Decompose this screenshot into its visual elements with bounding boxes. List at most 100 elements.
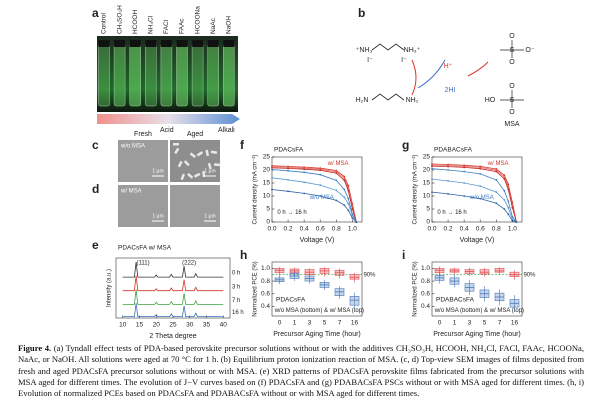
y-tick-label: 1.0 (421, 265, 430, 272)
annotation: w/o MSA (309, 195, 334, 201)
tyndall-photo (97, 36, 238, 112)
scale-label: 1 μm (152, 213, 163, 219)
point (347, 202, 350, 205)
point (343, 177, 346, 180)
series-label: 0 h (232, 271, 240, 277)
sem-row-label: w/o MSA (120, 144, 145, 150)
point (447, 180, 449, 182)
point (503, 176, 506, 178)
box (494, 268, 505, 273)
panel-label: f (240, 138, 245, 152)
point (479, 185, 482, 188)
point (287, 178, 289, 181)
y-axis-label: Intensity (a.u.) (107, 269, 113, 307)
x-tick-label: 0.6 (476, 226, 485, 233)
y-tick-label: 25 (423, 154, 431, 161)
point (319, 195, 322, 197)
vial-cap (160, 40, 172, 47)
y-tick-label: 0.6 (261, 290, 270, 297)
point (495, 178, 498, 181)
x-tick-label: 1 (293, 320, 297, 327)
scheme-text: ⁺NH₃ (356, 47, 373, 54)
sem-crystal (173, 143, 179, 146)
panel-label: e (92, 238, 99, 252)
y-tick-label: 5 (426, 206, 430, 213)
scheme-text: H⁺ (444, 63, 453, 70)
x-tick-label: 0.6 (316, 226, 325, 233)
scheme-text: I⁻ (367, 57, 373, 64)
scheme-text: MSA (504, 121, 520, 128)
vial-cap (223, 40, 235, 47)
chart-title: PDABACsFA (436, 297, 475, 304)
scheme-text: O (509, 83, 515, 90)
x-axis-label: Precursor Aging Time (hour) (273, 331, 361, 338)
scheme-text: O (509, 109, 515, 116)
point (335, 179, 338, 182)
point (343, 175, 346, 178)
series-label: 3 h (232, 284, 240, 290)
sem-crystal (196, 151, 204, 157)
sem-header: Aged (187, 131, 203, 138)
vial-cap (129, 40, 141, 47)
point (351, 217, 354, 220)
point (479, 173, 482, 175)
x-axis-label: 2 Theta degree (149, 333, 196, 340)
point (495, 202, 498, 205)
x-tick-label: 0.4 (300, 226, 309, 233)
sem-crystal (207, 162, 212, 170)
scheme-text: O (509, 33, 515, 40)
sem-header: Fresh (134, 131, 152, 138)
vial (223, 43, 235, 107)
y-axis-label: Normalized PCE (%) (413, 261, 419, 316)
x-tick-label: 1.0 (348, 226, 357, 233)
chart-title: PDACsFA (274, 147, 304, 154)
point (507, 213, 510, 216)
scheme-text: HO (485, 97, 496, 104)
x-axis-label: Voltage (V) (300, 237, 335, 244)
y-tick-label: 0.8 (261, 278, 270, 285)
chart-title: PDABACsFA (434, 147, 473, 154)
y-tick-label: 20 (263, 167, 271, 174)
y-tick-label: 0 (266, 219, 270, 226)
x-tick-label: 7 (338, 320, 342, 327)
point (303, 181, 306, 184)
y-tick-label: 0 (426, 219, 430, 226)
point (335, 169, 338, 172)
point (319, 173, 322, 176)
x-tick-label: 10 (119, 322, 127, 329)
x-tick-label: 0.2 (284, 226, 293, 233)
annotation: w/o MSA (bottom) & w/ MSA (top) (434, 308, 524, 314)
sem-crystal (183, 160, 190, 167)
point (335, 199, 338, 202)
x-tick-label: 5 (323, 320, 327, 327)
sem-crystal (193, 172, 201, 178)
y-tick-label: 15 (423, 180, 431, 187)
x-tick-label: 0.8 (332, 226, 341, 233)
sem-crystal (210, 150, 218, 154)
point (431, 191, 433, 194)
y-tick-label: 10 (423, 193, 431, 200)
y-axis-label: Normalized PCE (%) (253, 261, 259, 316)
point (351, 208, 354, 210)
point (495, 191, 498, 194)
point (343, 204, 346, 207)
point (319, 169, 322, 172)
vial-cap (192, 40, 204, 47)
point (431, 178, 433, 181)
vial (98, 43, 110, 107)
x-tick-label: 0.4 (460, 226, 469, 233)
x-tick-label: 0.0 (267, 226, 276, 233)
point (503, 208, 506, 210)
vial (191, 43, 204, 107)
annotation: 0 h → 16 h (437, 210, 466, 216)
vial-label: Control (101, 12, 108, 34)
annotation: w/ MSA (327, 161, 349, 167)
x-tick-label: 0 (438, 320, 442, 327)
point (463, 195, 466, 197)
vial-label: NaOH (226, 16, 233, 34)
point (447, 193, 449, 195)
plot-frame (431, 261, 523, 317)
curve (122, 275, 224, 292)
point (355, 221, 358, 223)
